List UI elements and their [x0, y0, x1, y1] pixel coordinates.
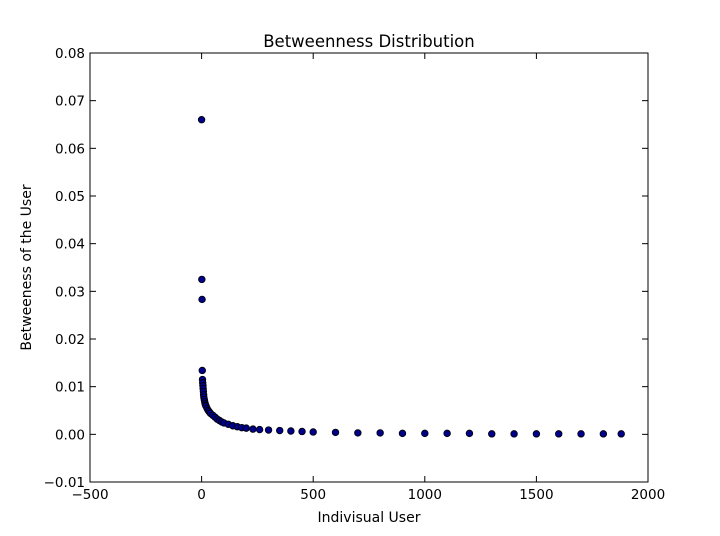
data-point: [276, 426, 284, 435]
y-tick-label: 0.08: [55, 46, 85, 62]
data-point: [249, 425, 257, 433]
data-point: [599, 430, 608, 438]
data-point: [555, 430, 563, 438]
data-point: [198, 275, 206, 284]
data-point: [376, 429, 384, 437]
y-tick-label: 0.05: [55, 189, 85, 205]
data-point: [398, 429, 407, 438]
data-point: [264, 426, 273, 434]
data-point: [198, 295, 206, 304]
y-tick-label: 0.02: [55, 332, 85, 348]
data-point: [197, 116, 206, 124]
x-axis-label: Indivisual User: [318, 510, 421, 526]
axis-ticks: −500 0 500 1000 1500 2000 −0.01 0.00 0.01 0.02 0.0…: [44, 46, 666, 503]
data-point: [354, 429, 362, 437]
data-point: [510, 430, 518, 438]
data-point: [331, 428, 340, 437]
data-point: [443, 429, 451, 438]
y-tick-label: 0.04: [55, 237, 85, 253]
y-tick-label: 0.06: [55, 141, 85, 157]
x-tick-label: 0: [197, 487, 206, 503]
data-point: [242, 424, 250, 432]
x-tick-label: 1500: [519, 487, 553, 503]
plot-frame: [89, 52, 649, 483]
x-tick-label: 2000: [631, 487, 665, 503]
x-tick-label: 1000: [408, 487, 442, 503]
data-point: [532, 430, 541, 438]
data-point: [577, 430, 585, 438]
data-point: [198, 366, 206, 375]
data-point: [298, 427, 306, 436]
y-tick-label: 0.03: [55, 284, 85, 300]
chart-title: Betweenness Distribution: [263, 32, 475, 51]
data-point: [255, 425, 264, 434]
data-points: [197, 116, 625, 438]
data-point: [309, 428, 317, 436]
y-tick-label: 0.07: [55, 94, 85, 110]
x-tick-label: 500: [300, 487, 326, 503]
data-point: [465, 429, 474, 438]
x-tick-label: −500: [71, 487, 108, 503]
y-tick-label: −0.01: [44, 475, 85, 491]
y-tick-label: 0.00: [55, 427, 85, 443]
data-point: [617, 430, 625, 438]
y-axis-label: Betweeness of the User: [19, 184, 35, 350]
data-point: [421, 429, 429, 438]
y-tick-label: 0.01: [55, 380, 85, 396]
data-point: [287, 427, 295, 435]
data-point: [488, 430, 496, 438]
